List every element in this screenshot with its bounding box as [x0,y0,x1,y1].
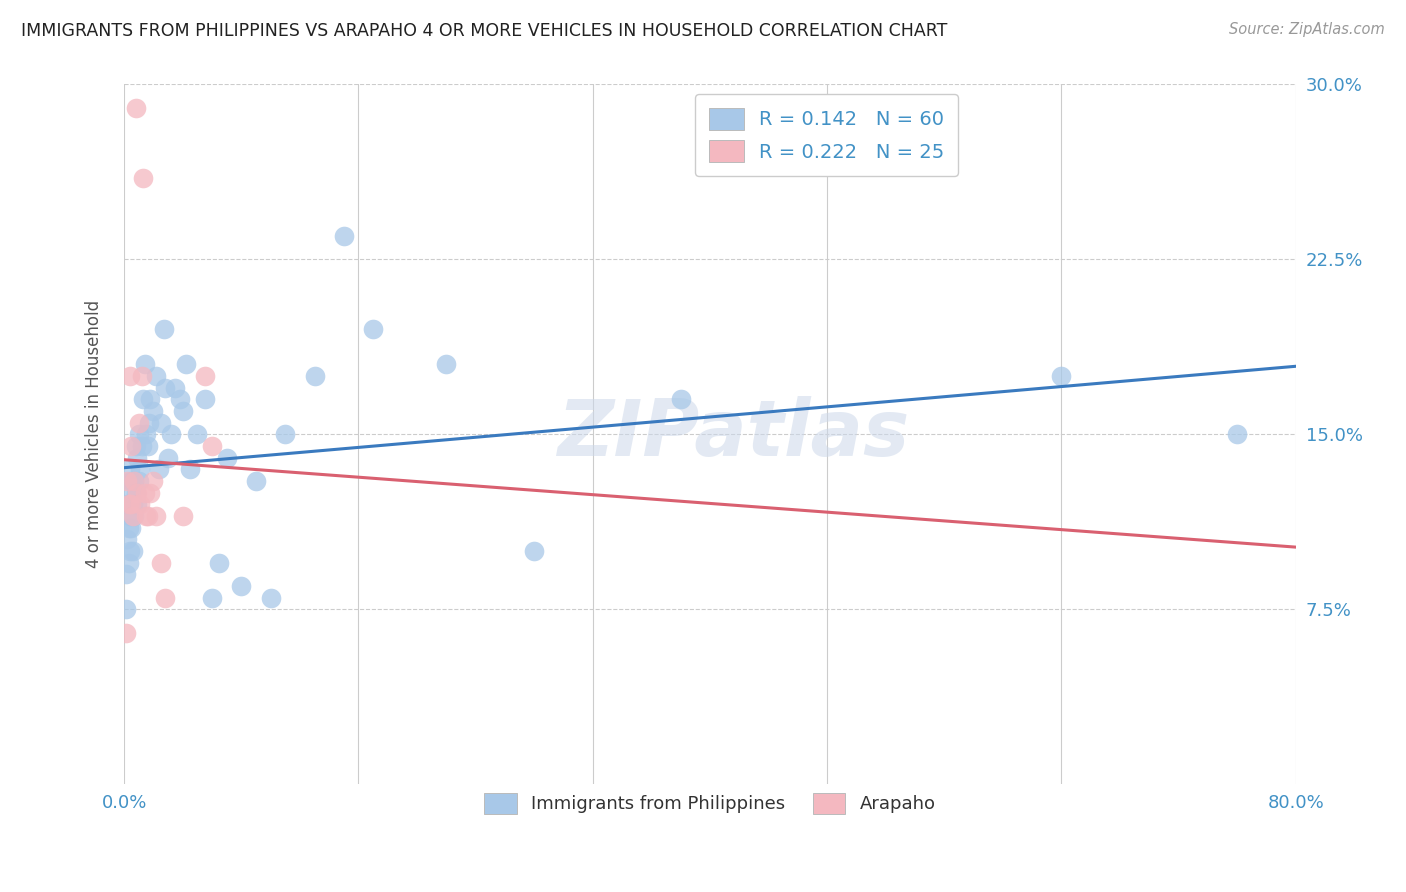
Legend: Immigrants from Philippines, Arapaho: Immigrants from Philippines, Arapaho [474,782,946,824]
Point [149,416,172,430]
Point [129,498,152,512]
Point [153,591,176,605]
Point [194,392,217,407]
Point [145,369,167,384]
Point [120,521,142,535]
Point [215,450,238,465]
Point [231,579,253,593]
Point [115,474,138,488]
Point [120,474,142,488]
Point [114,567,136,582]
Point [434,358,457,372]
Point [115,498,138,512]
Point [172,404,194,418]
Point [124,474,146,488]
Point [174,358,197,372]
Point [132,170,155,185]
Point [138,416,160,430]
Point [117,485,139,500]
Point [127,450,149,465]
Point [136,439,159,453]
Point [165,381,187,395]
Point [128,427,150,442]
Point [131,439,153,453]
Point [120,498,142,512]
Point [160,427,183,442]
Point [145,509,167,524]
Point [208,556,231,570]
Text: Source: ZipAtlas.com: Source: ZipAtlas.com [1229,22,1385,37]
Point [135,427,157,442]
Point [245,474,267,488]
Point [128,416,150,430]
Point [201,439,224,453]
Point [125,485,148,500]
Point [114,602,136,616]
Point [125,439,148,453]
Point [157,450,180,465]
Point [118,462,141,476]
Point [134,485,156,500]
Point [186,427,208,442]
Point [201,591,224,605]
Point [669,392,692,407]
Point [135,509,157,524]
Point [361,322,384,336]
Text: ZIPatlas: ZIPatlas [557,396,910,473]
Text: IMMIGRANTS FROM PHILIPPINES VS ARAPAHO 4 OR MORE VEHICLES IN HOUSEHOLD CORRELATI: IMMIGRANTS FROM PHILIPPINES VS ARAPAHO 4… [21,22,948,40]
Point [124,474,146,488]
Point [132,392,155,407]
Point [122,498,145,512]
Point [1050,369,1073,384]
Y-axis label: 4 or more Vehicles in Household: 4 or more Vehicles in Household [86,301,103,568]
Point [142,474,165,488]
Point [152,322,174,336]
Point [122,544,145,558]
Point [128,474,150,488]
Point [169,392,191,407]
Point [118,369,141,384]
Point [1226,427,1249,442]
Point [117,498,139,512]
Point [129,462,152,476]
Point [304,369,326,384]
Point [118,509,141,524]
Point [179,462,201,476]
Point [124,509,146,524]
Point [131,369,153,384]
Point [117,521,139,535]
Point [125,101,148,115]
Point [142,404,165,418]
Point [115,533,138,547]
Point [127,498,149,512]
Point [122,509,145,524]
Point [127,485,149,500]
Point [259,591,281,605]
Point [194,369,217,384]
Point [114,625,136,640]
Point [274,427,297,442]
Point [149,556,172,570]
Point [134,358,156,372]
Point [148,462,170,476]
Point [120,439,142,453]
Point [117,556,139,570]
Point [136,509,159,524]
Point [153,381,176,395]
Point [523,544,546,558]
Point [172,509,194,524]
Point [118,544,141,558]
Point [333,229,356,244]
Point [139,392,162,407]
Point [139,485,162,500]
